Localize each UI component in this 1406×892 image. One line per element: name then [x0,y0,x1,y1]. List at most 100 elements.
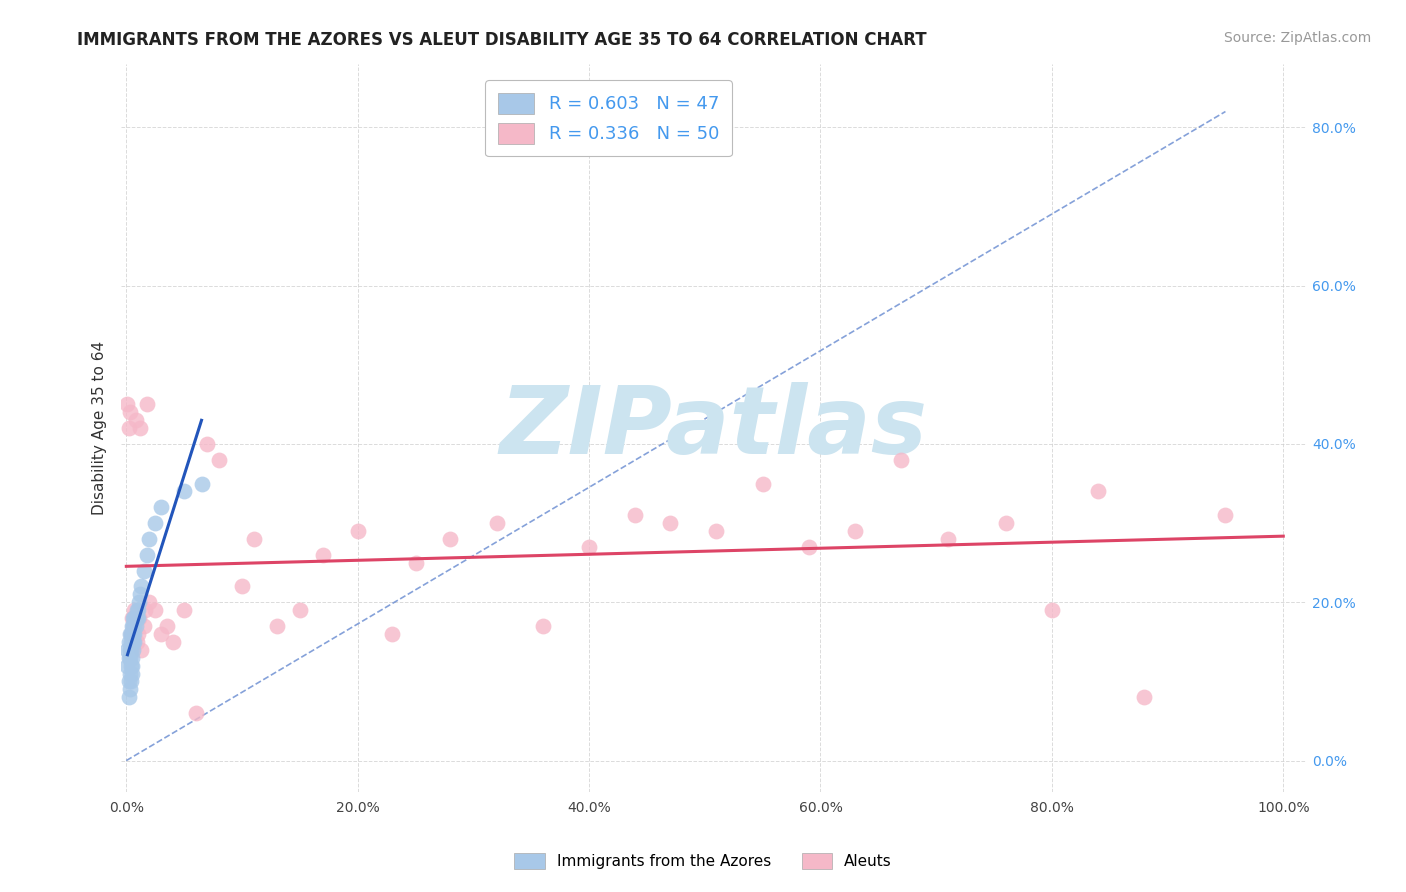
Point [531,619,554,633]
Point [173,484,195,499]
Point [659,516,682,530]
Point [231,579,253,593]
Point [118,666,141,681]
Point [117,674,139,689]
Point [118,642,141,657]
Point [288,603,311,617]
Point [122,642,145,657]
Text: IMMIGRANTS FROM THE AZORES VS ALEUT DISABILITY AGE 35 TO 64 CORRELATION CHART: IMMIGRANTS FROM THE AZORES VS ALEUT DISA… [77,31,927,49]
Point [381,627,404,641]
Point [129,587,152,601]
Point [121,658,143,673]
Point [150,500,173,515]
Point [162,635,184,649]
Point [208,452,231,467]
Point [994,516,1017,530]
Point [124,611,146,625]
Point [624,508,647,523]
Point [578,540,600,554]
Point [120,627,142,641]
Point [120,658,142,673]
Point [143,516,166,530]
Point [346,524,368,538]
Y-axis label: Disability Age 35 to 64: Disability Age 35 to 64 [93,341,107,516]
Point [118,627,141,641]
Point [121,635,143,649]
Point [125,603,148,617]
Point [936,532,959,546]
Point [195,437,218,451]
Point [117,421,139,435]
Point [143,603,166,617]
Point [124,619,146,633]
Point [127,603,149,617]
Point [797,540,820,554]
Point [121,627,143,641]
Point [124,603,146,617]
Point [128,595,150,609]
Point [117,690,139,705]
Point [706,524,728,538]
Point [1215,508,1237,523]
Point [120,674,142,689]
Point [1133,690,1156,705]
Point [138,595,160,609]
Point [120,627,142,641]
Point [439,532,461,546]
Text: ZIPatlas: ZIPatlas [499,382,928,475]
Point [124,619,146,633]
Point [122,619,145,633]
Point [844,524,866,538]
Point [150,627,173,641]
Point [132,619,155,633]
Point [122,635,145,649]
Legend: Immigrants from the Azores, Aleuts: Immigrants from the Azores, Aleuts [508,847,898,875]
Point [266,619,288,633]
Point [134,603,156,617]
Point [405,556,427,570]
Point [121,650,143,665]
Point [122,611,145,625]
Point [124,413,146,427]
Point [242,532,264,546]
Point [120,642,142,657]
Point [127,611,149,625]
Point [124,611,146,625]
Point [1087,484,1109,499]
Legend: R = 0.603   N = 47, R = 0.336   N = 50: R = 0.603 N = 47, R = 0.336 N = 50 [485,80,731,156]
Point [128,611,150,625]
Point [184,706,207,720]
Point [751,476,773,491]
Point [122,619,145,633]
Point [125,635,148,649]
Point [136,548,159,562]
Point [1040,603,1063,617]
Point [890,452,912,467]
Point [121,666,143,681]
Point [122,627,145,641]
Point [121,619,143,633]
Point [485,516,508,530]
Point [125,611,148,625]
Point [312,548,335,562]
Point [117,642,139,657]
Point [132,564,155,578]
Point [117,397,139,411]
Point [117,658,139,673]
Point [117,635,139,649]
Point [124,627,146,641]
Point [156,619,179,633]
Point [120,635,142,649]
Point [190,476,212,491]
Point [173,603,195,617]
Point [118,405,141,419]
Text: Source: ZipAtlas.com: Source: ZipAtlas.com [1223,31,1371,45]
Point [118,650,141,665]
Point [131,579,153,593]
Point [124,635,146,649]
Point [127,627,149,641]
Point [138,532,160,546]
Point [129,421,152,435]
Point [118,682,141,697]
Point [117,650,139,665]
